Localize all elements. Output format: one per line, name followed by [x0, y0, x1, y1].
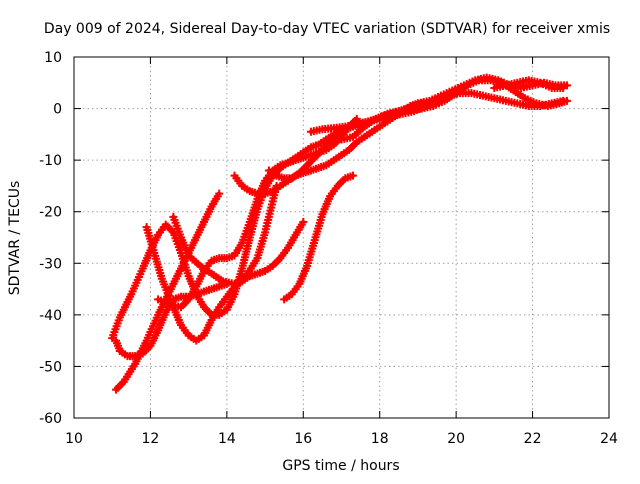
series-track-13	[490, 76, 568, 92]
data-point-marker	[559, 83, 568, 92]
data-point-marker	[562, 96, 571, 105]
chart-title: Day 009 of 2024, Sidereal Day-to-day VTE…	[44, 21, 610, 37]
y-tick-label: -40	[39, 308, 62, 324]
x-tick-label: 22	[524, 431, 542, 447]
x-tick-label: 12	[142, 431, 160, 447]
y-tick-label: -20	[39, 205, 62, 221]
plot-frame	[73, 56, 610, 419]
y-tick-label: 10	[44, 50, 62, 66]
x-tick-label: 24	[600, 431, 618, 447]
x-tick-label: 20	[447, 431, 465, 447]
data-point-marker	[215, 189, 224, 198]
x-tick-label: 10	[65, 431, 83, 447]
x-axis-title: GPS time / hours	[282, 458, 399, 474]
y-tick-label: -60	[39, 411, 62, 427]
data-point-marker	[299, 218, 308, 227]
data-series	[108, 73, 571, 394]
series-track-8	[230, 99, 422, 198]
x-tick-label: 14	[218, 431, 236, 447]
x-tick-labels: 10 12 14 16 18 20 22 24	[65, 431, 618, 447]
y-axis-title: SDTVAR / TECUs	[7, 181, 23, 296]
y-tick-label: -10	[39, 153, 62, 169]
series-track-7	[280, 171, 357, 304]
y-tick-label: -30	[39, 256, 62, 272]
y-tick-labels: -60 -50 -40 -30 -20 -10 0 10	[39, 50, 62, 427]
x-tick-label: 16	[294, 431, 312, 447]
axis-ticks	[73, 56, 610, 419]
y-tick-label: -50	[39, 359, 62, 375]
x-tick-label: 18	[371, 431, 389, 447]
series-track-4	[142, 218, 308, 345]
y-tick-label: 0	[53, 102, 62, 118]
data-point-marker	[348, 171, 357, 180]
grid	[74, 57, 609, 418]
